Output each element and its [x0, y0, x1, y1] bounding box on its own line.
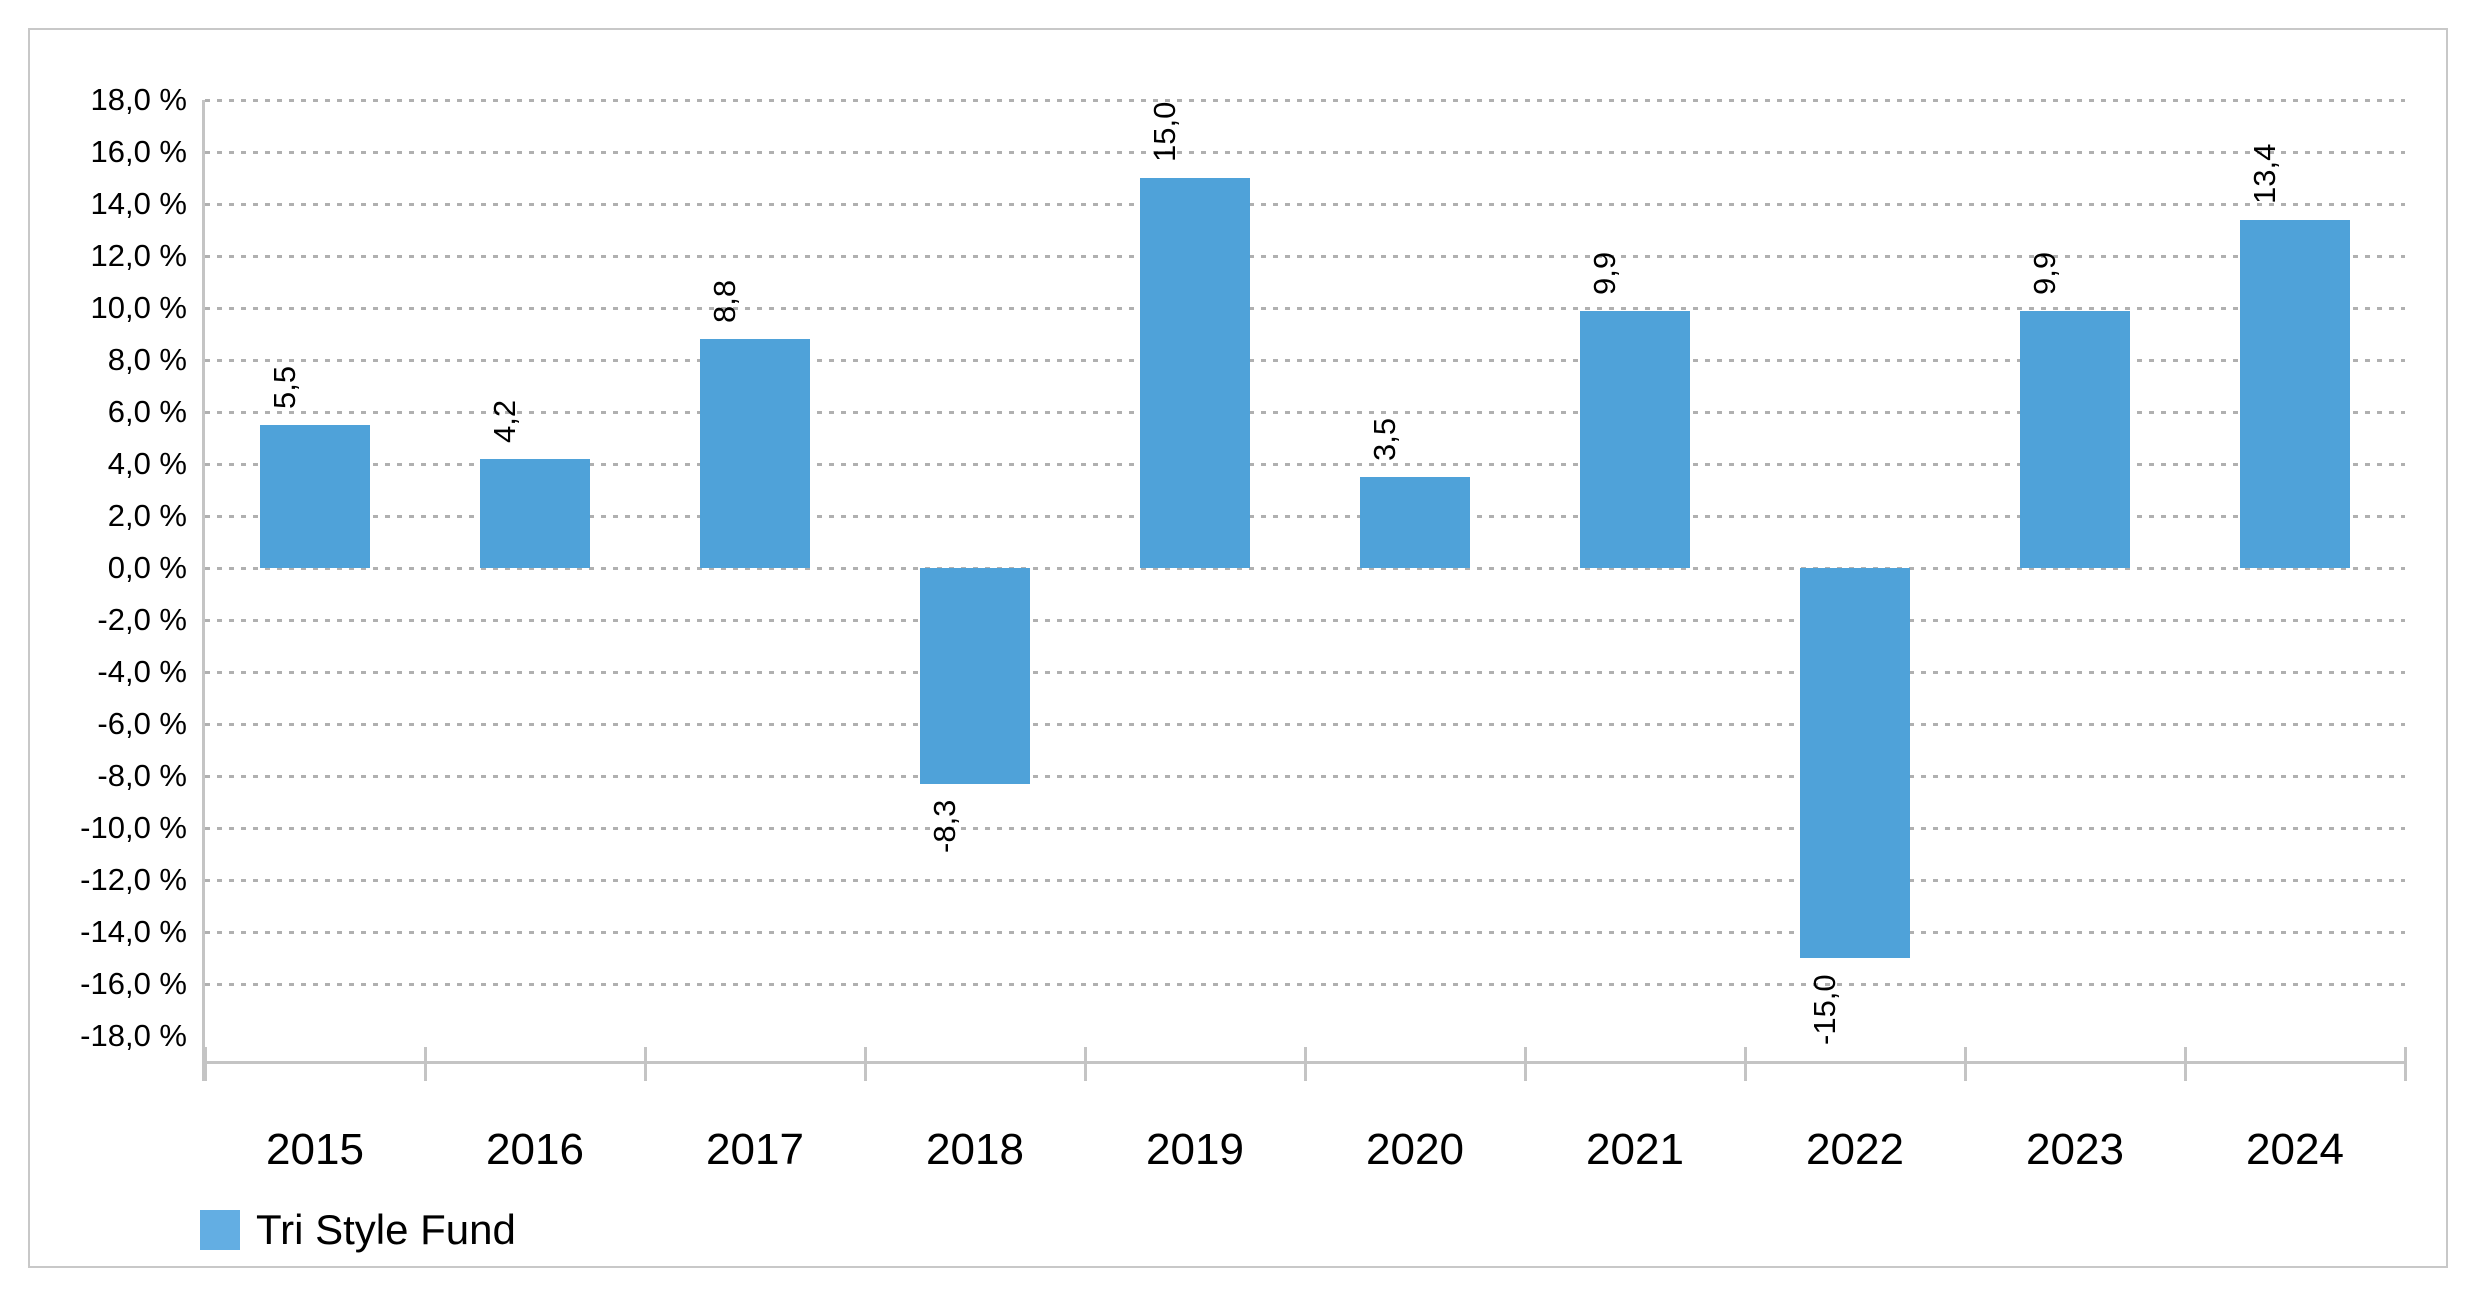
x-axis-tick [1743, 1047, 1747, 1081]
x-category-label: 2016 [486, 1125, 584, 1174]
bar-value-label: 8,8 [707, 280, 742, 324]
bar [480, 458, 590, 568]
x-axis-tick [2403, 1047, 2407, 1081]
y-tick-label: -18,0 % [80, 1018, 187, 1053]
x-axis-tick [1523, 1047, 1527, 1081]
gridline [205, 983, 2405, 986]
bar-value-label: -15,0 [1807, 974, 1842, 1045]
gridline [205, 151, 2405, 154]
gridline [205, 203, 2405, 206]
gridline [205, 567, 2405, 570]
gridline [205, 99, 2405, 102]
y-tick-label: 12,0 % [90, 238, 187, 273]
bar [1140, 178, 1250, 568]
bar [1580, 310, 1690, 568]
y-tick-label: 2,0 % [107, 498, 187, 533]
bar [1800, 568, 1910, 958]
x-category-label: 2022 [1806, 1125, 1904, 1174]
x-axis-tick [863, 1047, 867, 1081]
gridline [205, 255, 2405, 258]
bar-value-label: 9,9 [2027, 251, 2062, 295]
y-tick-label: 0,0 % [107, 550, 187, 585]
bar-value-label: 13,4 [2247, 143, 2282, 204]
bar-value-label: -8,3 [927, 799, 962, 853]
y-axis-line [202, 100, 205, 1081]
gridline [205, 827, 2405, 830]
bar [700, 339, 810, 568]
bar [260, 425, 370, 568]
gridline [205, 359, 2405, 362]
y-tick-label: 6,0 % [107, 394, 187, 429]
gridline [205, 307, 2405, 310]
bar [2240, 219, 2350, 568]
bar-value-label: 3,5 [1367, 417, 1402, 461]
y-tick-label: -16,0 % [80, 966, 187, 1001]
y-tick-label: -10,0 % [80, 810, 187, 845]
legend: Tri Style Fund [200, 1206, 516, 1254]
plot-area: 5,5 4,2 8,8 -8,3 15,0 3,5 9,9 -15,0 9,9 13,4 [202, 99, 2407, 1081]
x-axis-tick [423, 1047, 427, 1081]
legend-swatch-icon [200, 1210, 240, 1250]
x-category-label: 2020 [1366, 1125, 1464, 1174]
x-axis-tick [1083, 1047, 1087, 1081]
bar [1360, 477, 1470, 568]
y-tick-label: 16,0 % [90, 134, 187, 169]
gridline [205, 619, 2405, 622]
gridline [205, 411, 2405, 414]
gridline [205, 879, 2405, 882]
y-tick-label: 10,0 % [90, 290, 187, 325]
y-tick-label: -4,0 % [97, 654, 187, 689]
x-category-label: 2018 [926, 1125, 1024, 1174]
gridline [205, 775, 2405, 778]
y-tick-label: 4,0 % [107, 446, 187, 481]
y-tick-label: -2,0 % [97, 602, 187, 637]
gridline [205, 671, 2405, 674]
x-axis-tick [643, 1047, 647, 1081]
y-tick-label: 8,0 % [107, 342, 187, 377]
bar-value-label: 4,2 [487, 399, 522, 443]
y-tick-label: -12,0 % [80, 862, 187, 897]
x-category-label: 2024 [2246, 1125, 2344, 1174]
x-category-label: 2021 [1586, 1125, 1684, 1174]
x-axis-tick [2183, 1047, 2187, 1081]
bar [2020, 310, 2130, 568]
y-tick-label: -14,0 % [80, 914, 187, 949]
x-category-label: 2017 [706, 1125, 804, 1174]
bar [920, 568, 1030, 784]
x-category-label: 2023 [2026, 1125, 2124, 1174]
bar-value-label: 5,5 [267, 365, 302, 409]
x-axis-tick [203, 1047, 207, 1081]
legend-label: Tri Style Fund [256, 1206, 516, 1253]
y-tick-label: 18,0 % [90, 82, 187, 117]
y-tick-label: 14,0 % [90, 186, 187, 221]
bar-value-label: 9,9 [1587, 251, 1622, 295]
y-tick-label: -8,0 % [97, 758, 187, 793]
gridline [205, 723, 2405, 726]
y-tick-label: -6,0 % [97, 706, 187, 741]
bar-value-label: 15,0 [1147, 101, 1182, 162]
x-category-label: 2015 [266, 1125, 364, 1174]
gridline [205, 463, 2405, 466]
x-category-label: 2019 [1146, 1125, 1244, 1174]
gridline [205, 931, 2405, 934]
gridline [205, 515, 2405, 518]
x-axis-tick [1303, 1047, 1307, 1081]
x-axis-tick [1963, 1047, 1967, 1081]
